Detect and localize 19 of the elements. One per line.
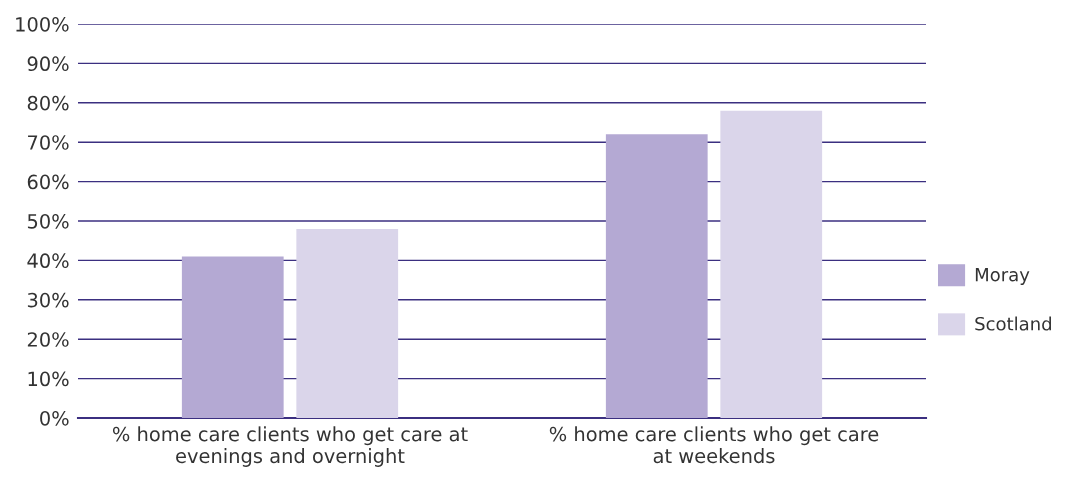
y-tick-label: 30%	[27, 292, 69, 308]
y-tick-label: 50%	[27, 213, 69, 229]
y-tick-label: 90%	[27, 56, 69, 72]
y-tick-label: 70%	[28, 135, 69, 150]
x-tick-label: % home care clients who get care at evenings and overnight	[112, 426, 468, 467]
bar	[181, 256, 284, 418]
y-tick-label: 80%	[27, 95, 69, 111]
x-tick-label: % home care clients who get care at weekends	[549, 426, 879, 464]
y-tick-label: 100%	[16, 16, 69, 32]
y-tick-label: 0%	[40, 410, 69, 426]
bar	[605, 134, 708, 418]
legend-label: Moray	[975, 268, 1030, 285]
y-tick-label: 10%	[28, 371, 69, 387]
bar	[296, 228, 399, 418]
bar	[720, 110, 823, 418]
y-tick-label: 40%	[27, 253, 69, 269]
y-tick-label: 20%	[27, 332, 69, 347]
legend-label: Scotland	[975, 316, 1051, 331]
y-tick-label: 60%	[27, 174, 69, 190]
